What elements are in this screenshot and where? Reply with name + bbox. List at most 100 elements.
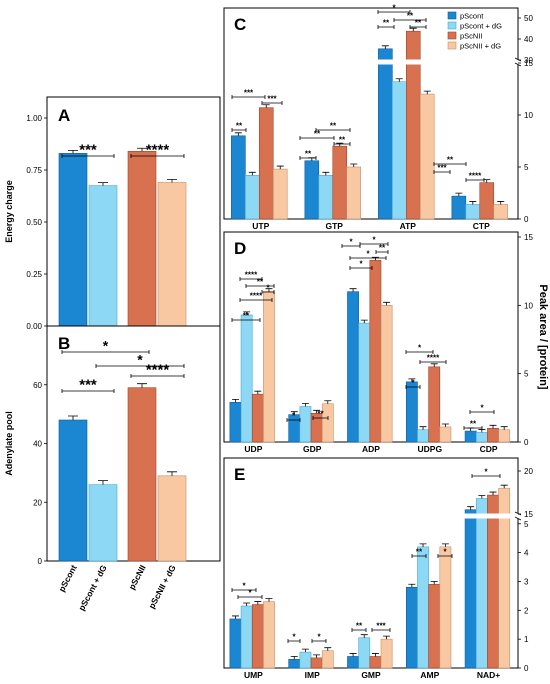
panel-d-bar <box>439 426 452 443</box>
panel-c-bar <box>245 175 260 220</box>
panel-c-bar <box>304 160 320 220</box>
panel-e-errorbar <box>265 598 273 602</box>
panel-d-sig-16-label: * <box>480 404 484 413</box>
panel-c-errorbar <box>469 201 477 205</box>
panel-a-errorbar <box>68 149 78 154</box>
panel-c-bar <box>405 30 421 220</box>
panel-d-errorbar <box>430 363 438 367</box>
panel-e-sig-2-bracket <box>287 639 301 643</box>
panel-b-ytick-label: 40 <box>33 440 42 449</box>
panel-d-sig-6-label: ** <box>317 410 324 419</box>
panel-d-sig-13-bracket <box>419 360 447 364</box>
panel-a-bar <box>58 153 88 327</box>
panel-c-bar <box>493 204 509 220</box>
panel-c-sig-8-label: ** <box>415 19 422 28</box>
panel-e-bar <box>288 659 301 669</box>
legend-swatch <box>447 11 457 20</box>
panel-b-errorbar <box>98 480 108 485</box>
panel-b-xtick-label: pScNII + dG <box>146 563 178 610</box>
panel-e-errorbar <box>243 602 251 606</box>
panel-e-bar <box>321 650 334 669</box>
panel-e-ytick-label: 1 <box>524 635 529 644</box>
panel-c-ytick-label: 5 <box>524 163 529 172</box>
panel-d-sig-11-bracket <box>349 256 387 260</box>
panel-d-ytick-label: 15 <box>524 233 533 242</box>
panel-d-ytick-label: 10 <box>524 301 533 310</box>
panel-c-errorbar <box>423 90 431 95</box>
panel-b-sig-1-label: **** <box>146 362 170 379</box>
panel-c-sig-3-label: ** <box>305 150 312 159</box>
panel-d-sig-10-bracket <box>375 250 389 254</box>
legend-label: pScNII + dG <box>460 42 501 51</box>
panel-c-sig-10-bracket <box>393 18 427 22</box>
panel-c-bar <box>378 48 393 220</box>
panel-c-ytick-label: 10 <box>524 111 533 120</box>
panel-d-sig-8-label: * <box>372 236 376 245</box>
panel-d-sig-1-bracket <box>245 284 275 288</box>
panel-b-bar <box>58 419 88 562</box>
panel-d-errorbar <box>360 319 368 324</box>
panel-a-sig-0-label: *** <box>79 142 97 159</box>
panel-c-axis-break <box>226 59 530 65</box>
legend-swatch <box>447 21 457 30</box>
panel-d-bar <box>369 259 382 443</box>
panel-c-sig-4-label: ** <box>339 136 346 145</box>
panel-e-ytick-label: 20 <box>524 467 533 476</box>
panel-d-sig-4-bracket <box>239 277 263 281</box>
legend-label: pScNII <box>460 32 483 41</box>
panel-a-bar <box>88 185 118 327</box>
panel-c-errorbar <box>322 171 330 176</box>
panel-e-errorbar <box>500 484 508 489</box>
panel-d-sig-2-label: **** <box>250 292 263 301</box>
panel-e-bar <box>428 584 441 669</box>
panel-d-sig-3-bracket <box>261 290 275 294</box>
panel-e-sig-3-label: * <box>317 633 321 642</box>
panel-d-bar <box>358 322 371 443</box>
panel-b-bar <box>88 484 118 562</box>
panel-e-sig-0-label: * <box>242 582 246 591</box>
panel-e-xtick-label: UMP <box>244 670 263 680</box>
panel-e-bar <box>299 651 312 669</box>
panel-b-sig-0-label: *** <box>79 377 97 394</box>
panel-c-bar <box>419 93 435 220</box>
panel-d-errorbar <box>349 288 357 292</box>
panel-c-xtick-label: UTP <box>252 221 269 231</box>
panel-d-errorbar <box>243 311 251 315</box>
panel-c-sig-7-bracket <box>377 25 395 29</box>
panel-d-sig-2-bracket <box>239 298 273 302</box>
panel-d-bar <box>464 430 477 443</box>
panel-e-ytick-label: 4 <box>524 549 529 558</box>
panel-c-sig-7-label: ** <box>383 19 390 28</box>
legend-swatch <box>447 31 457 40</box>
panel-e-ytick-label: 0 <box>524 664 529 673</box>
panel-e-bar <box>251 604 264 669</box>
panel-d-errorbar <box>324 400 332 404</box>
panel-d-errorbar <box>500 426 508 430</box>
panel-d-bar <box>487 428 499 443</box>
panel-d-sig-0-label: ** <box>243 312 250 321</box>
panel-d-errorbar <box>419 426 427 430</box>
panel-d-bar <box>240 314 253 443</box>
panel-c-errorbar <box>497 201 505 205</box>
panel-c-errorbar <box>234 132 242 136</box>
panel-d-sig-7-label: * <box>349 238 353 247</box>
panel-b-errorbar <box>137 383 147 388</box>
panel-d-bar <box>475 432 488 443</box>
panel-d-letter: D <box>234 239 246 258</box>
panel-d-bar <box>321 403 334 443</box>
panel-e-xtick-label: AMP <box>420 670 439 680</box>
panel-a-ylabel: Energy charge <box>4 180 14 243</box>
panel-c-sig-8-bracket <box>409 25 427 29</box>
y-axis-label-right: Peak area / [protein] <box>537 284 549 389</box>
panel-c-frame <box>223 7 519 220</box>
panel-d-sig-13-label: **** <box>427 354 440 363</box>
panel-c-letter: C <box>234 15 246 34</box>
panel-a-errorbar <box>167 179 177 183</box>
panel-d-sig-9-bracket <box>349 266 373 270</box>
panel-c-sig-11-bracket <box>433 170 451 174</box>
panel-a-errorbar <box>98 182 108 186</box>
panel-b-errorbar <box>167 471 177 476</box>
legend-label: pScont <box>460 12 484 21</box>
panel-c-sig-1-bracket <box>261 101 283 105</box>
